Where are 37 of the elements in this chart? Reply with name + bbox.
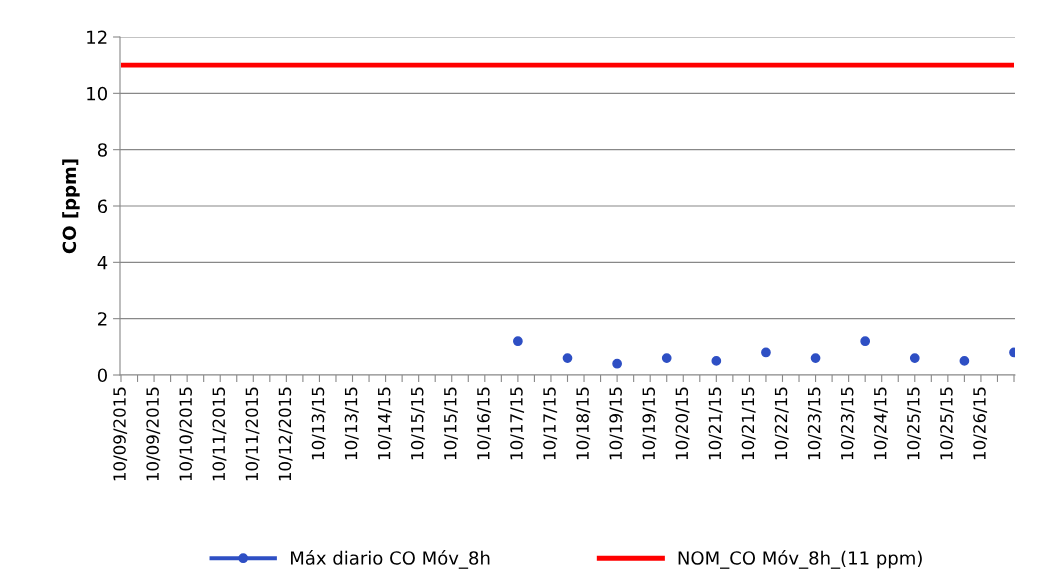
x-tick-label: 10/23/15 [840,387,855,460]
x-tick-label: 10/11/2015 [212,387,227,481]
x-tick-label: 10/18/15 [576,387,591,460]
x-tick-label: 10/13/15 [344,387,359,460]
x-tick-label: 10/21/15 [708,387,723,460]
y-axis-title: CO [ppm] [62,159,80,254]
y-tick-label: 10 [87,86,107,101]
legend-label: Máx diario CO Móv_8h [291,550,490,569]
x-tick-label: 10/21/15 [741,387,756,460]
x-tick-label: 10/16/15 [477,387,491,460]
x-tick-label: 10/22/15 [774,387,789,460]
legend-label: NOM_CO Móv_8h_(11 ppm) [678,550,922,569]
x-tick-label: 10/20/15 [675,387,690,460]
x-tick-label: 10/15/15 [410,387,425,460]
y-tick-label: 4 [97,256,108,270]
x-tick-label: 10/09/2015 [113,387,128,481]
x-tick-label: 10/23/15 [807,387,822,460]
y-tick-label: 6 [97,199,108,214]
y-tick-label: 8 [97,143,107,157]
x-tick-label: 10/19/15 [642,387,657,460]
x-tick-label: 10/17/15 [543,387,558,460]
x-tick-label: 10/11/2015 [245,387,260,481]
y-tick-label: 2 [98,312,107,326]
x-tick-label: 10/13/15 [311,387,326,460]
x-tick-label: 10/25/15 [940,387,954,460]
y-tick-label: 0 [97,368,107,383]
x-tick-label: 10/15/15 [443,387,458,460]
x-tick-label: 10/25/15 [907,387,921,460]
x-tick-label: 10/09/2015 [146,387,161,481]
y-tick-label: 12 [87,30,107,44]
x-tick-label: 10/12/2015 [278,387,293,481]
x-tick-label: 10/26/15 [973,387,988,460]
x-tick-label: 10/14/15 [377,387,392,460]
x-tick-label: 10/19/15 [609,387,624,460]
x-tick-label: 10/24/15 [873,387,888,460]
x-tick-label: 10/17/15 [510,387,525,460]
x-tick-label: 10/10/2015 [179,387,194,481]
